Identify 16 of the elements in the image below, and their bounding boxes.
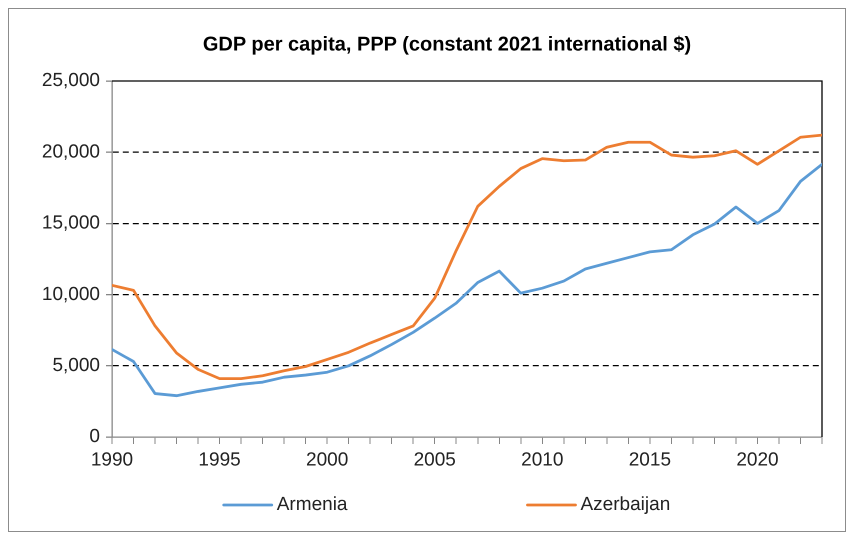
x-tick-label: 1995: [198, 450, 241, 471]
x-tick-label: 2010: [521, 450, 564, 471]
chart-title: GDP per capita, PPP (constant 2021 international $): [202, 34, 692, 56]
y-tick-label: 0: [89, 426, 100, 448]
y-tick-label: 20,000: [42, 141, 100, 162]
x-tick-label: 2015: [628, 450, 672, 471]
x-tick-label: 1990: [90, 450, 134, 471]
x-tick-label: 2000: [306, 450, 348, 471]
y-tick-label: 25,000: [42, 70, 100, 92]
legend-label: Armenia: [276, 494, 348, 516]
y-tick-label: 15,000: [42, 212, 100, 234]
x-tick-label: 2020: [736, 450, 779, 471]
legend-label: Azerbaijan: [580, 494, 670, 516]
y-tick-label: 5,000: [52, 355, 100, 376]
y-tick-label: 10,000: [42, 284, 100, 305]
x-tick-label: 2005: [414, 450, 456, 471]
